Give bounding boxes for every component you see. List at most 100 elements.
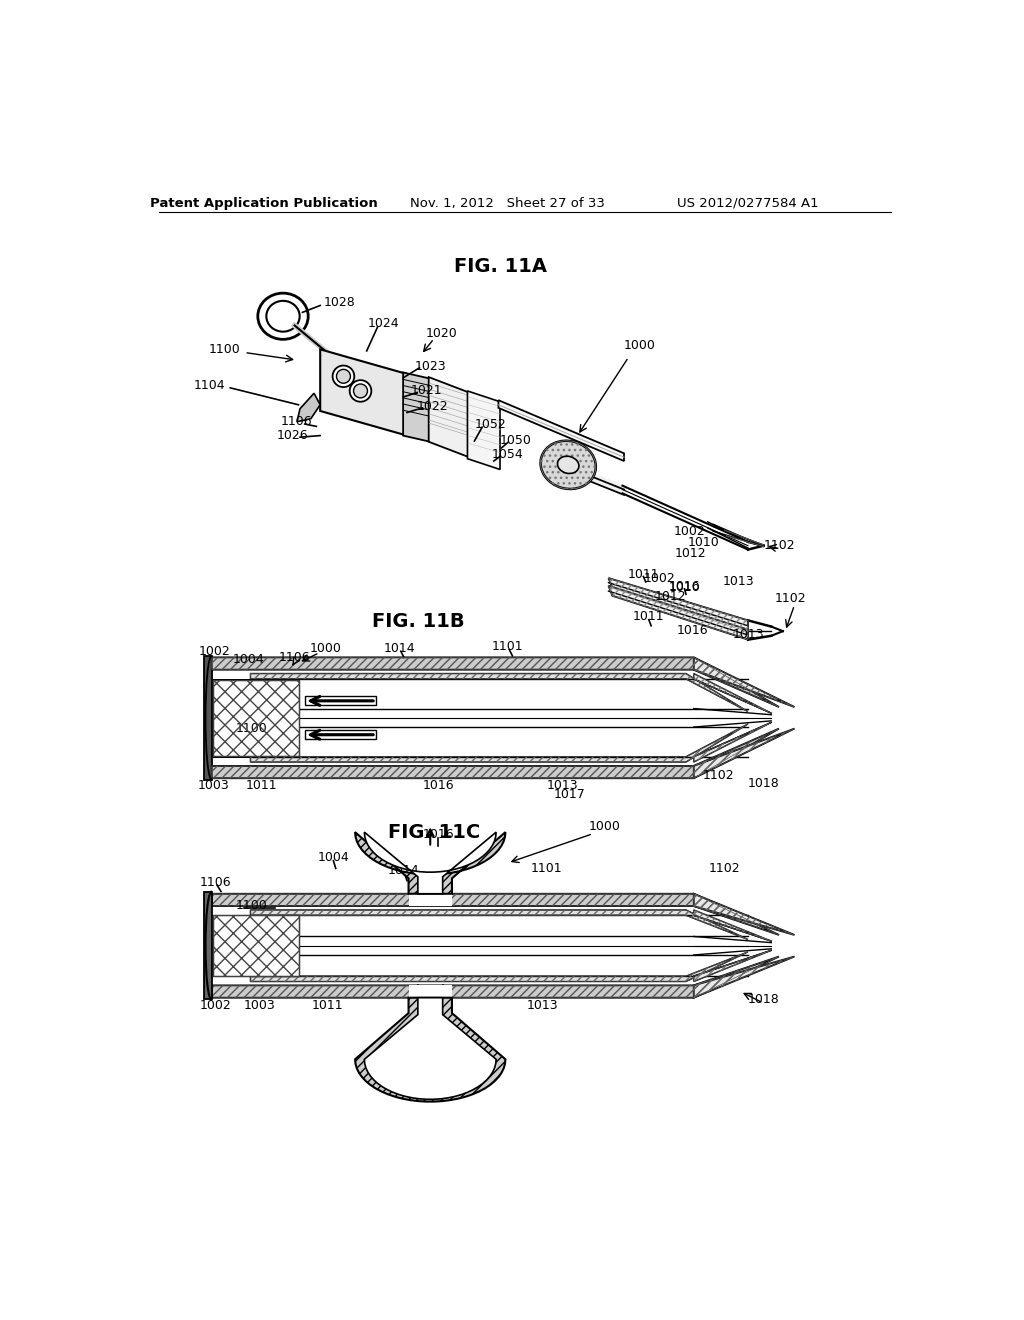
Text: 1012: 1012 <box>654 590 686 603</box>
Text: 1054: 1054 <box>492 447 523 461</box>
Text: 1022: 1022 <box>417 400 449 413</box>
Text: 1100: 1100 <box>209 343 241 356</box>
Text: 1012: 1012 <box>675 546 707 560</box>
Text: 1013: 1013 <box>526 999 558 1012</box>
Text: 1016: 1016 <box>422 828 454 841</box>
Polygon shape <box>251 952 748 982</box>
Polygon shape <box>693 657 795 708</box>
Text: 1016: 1016 <box>669 579 700 593</box>
Polygon shape <box>403 372 430 442</box>
Polygon shape <box>212 729 779 779</box>
Ellipse shape <box>541 441 596 488</box>
Polygon shape <box>467 391 500 470</box>
Text: FIG. 11B: FIG. 11B <box>373 612 465 631</box>
Text: Patent Application Publication: Patent Application Publication <box>150 197 378 210</box>
Text: 1052: 1052 <box>475 418 507 432</box>
Polygon shape <box>693 957 795 998</box>
Text: 1002: 1002 <box>200 999 231 1012</box>
Polygon shape <box>693 722 771 762</box>
Polygon shape <box>297 393 321 422</box>
Polygon shape <box>204 656 212 780</box>
Text: 1023: 1023 <box>415 360 446 372</box>
Text: 1100: 1100 <box>237 722 268 735</box>
Polygon shape <box>365 998 496 1100</box>
Polygon shape <box>409 985 452 998</box>
Text: 1000: 1000 <box>589 820 621 833</box>
Text: 1104: 1104 <box>194 379 225 392</box>
Text: 1021: 1021 <box>411 384 442 397</box>
Text: 1101: 1101 <box>530 862 562 875</box>
FancyBboxPatch shape <box>213 680 299 756</box>
Polygon shape <box>251 723 748 762</box>
Text: 1050: 1050 <box>500 434 531 446</box>
Text: FIG. 11C: FIG. 11C <box>388 822 480 842</box>
Text: 1106: 1106 <box>200 875 231 888</box>
Polygon shape <box>499 400 624 461</box>
Text: 1010: 1010 <box>669 581 700 594</box>
Text: Nov. 1, 2012   Sheet 27 of 33: Nov. 1, 2012 Sheet 27 of 33 <box>411 197 605 210</box>
Polygon shape <box>212 957 779 998</box>
Text: 1013: 1013 <box>732 628 764 640</box>
Text: 1011: 1011 <box>246 779 278 792</box>
Polygon shape <box>409 894 452 906</box>
Polygon shape <box>212 894 779 935</box>
Text: 1003: 1003 <box>244 999 275 1012</box>
Polygon shape <box>693 729 795 779</box>
Circle shape <box>333 366 354 387</box>
Polygon shape <box>355 998 506 1102</box>
Text: 1014: 1014 <box>387 865 419 878</box>
Polygon shape <box>212 657 779 708</box>
Text: 1100: 1100 <box>237 899 268 912</box>
Polygon shape <box>355 832 506 894</box>
Text: 1018: 1018 <box>748 993 779 1006</box>
Text: 1004: 1004 <box>232 653 264 667</box>
Polygon shape <box>305 730 376 739</box>
Text: 1016: 1016 <box>407 1044 438 1056</box>
Text: 1011: 1011 <box>633 610 665 623</box>
Text: 1010: 1010 <box>687 536 719 549</box>
Polygon shape <box>305 696 376 705</box>
FancyBboxPatch shape <box>213 915 299 977</box>
Text: 1014: 1014 <box>383 642 415 655</box>
Text: 1017: 1017 <box>554 788 586 801</box>
Text: 1003: 1003 <box>198 779 229 792</box>
Text: 1101: 1101 <box>492 640 523 653</box>
Circle shape <box>353 384 368 397</box>
Text: 1102: 1102 <box>763 539 795 552</box>
Text: 1002: 1002 <box>673 524 705 537</box>
Text: 1106: 1106 <box>279 651 310 664</box>
Circle shape <box>337 370 350 383</box>
Text: 1013: 1013 <box>546 779 578 792</box>
Text: 1018: 1018 <box>748 777 779 791</box>
Polygon shape <box>608 586 748 640</box>
Text: 1024: 1024 <box>368 317 399 330</box>
Text: 1004: 1004 <box>317 851 349 865</box>
Text: 1013: 1013 <box>723 576 755 589</box>
Ellipse shape <box>557 457 579 474</box>
Text: 1026: 1026 <box>276 429 308 442</box>
Polygon shape <box>608 578 748 632</box>
Polygon shape <box>693 894 795 935</box>
Text: 1028: 1028 <box>324 296 355 309</box>
Text: 1000: 1000 <box>309 642 342 655</box>
Text: 1011: 1011 <box>628 568 659 581</box>
Text: 1016: 1016 <box>677 624 708 638</box>
Text: 1106: 1106 <box>282 416 312 428</box>
Circle shape <box>349 380 372 401</box>
Polygon shape <box>365 832 496 894</box>
Polygon shape <box>693 950 771 982</box>
Text: US 2012/0277584 A1: US 2012/0277584 A1 <box>677 197 819 210</box>
Text: 1102: 1102 <box>775 593 807 606</box>
Text: 1102: 1102 <box>702 770 734 783</box>
Text: 1000: 1000 <box>624 339 655 352</box>
Text: 1102: 1102 <box>709 862 740 875</box>
Text: 1016: 1016 <box>422 779 454 792</box>
Polygon shape <box>321 350 407 436</box>
Polygon shape <box>429 378 469 457</box>
Text: 1002: 1002 <box>199 644 230 657</box>
Text: 1011: 1011 <box>312 999 344 1012</box>
Polygon shape <box>693 909 771 941</box>
Polygon shape <box>693 673 771 713</box>
Text: 1002: 1002 <box>644 572 676 585</box>
Polygon shape <box>251 673 748 711</box>
